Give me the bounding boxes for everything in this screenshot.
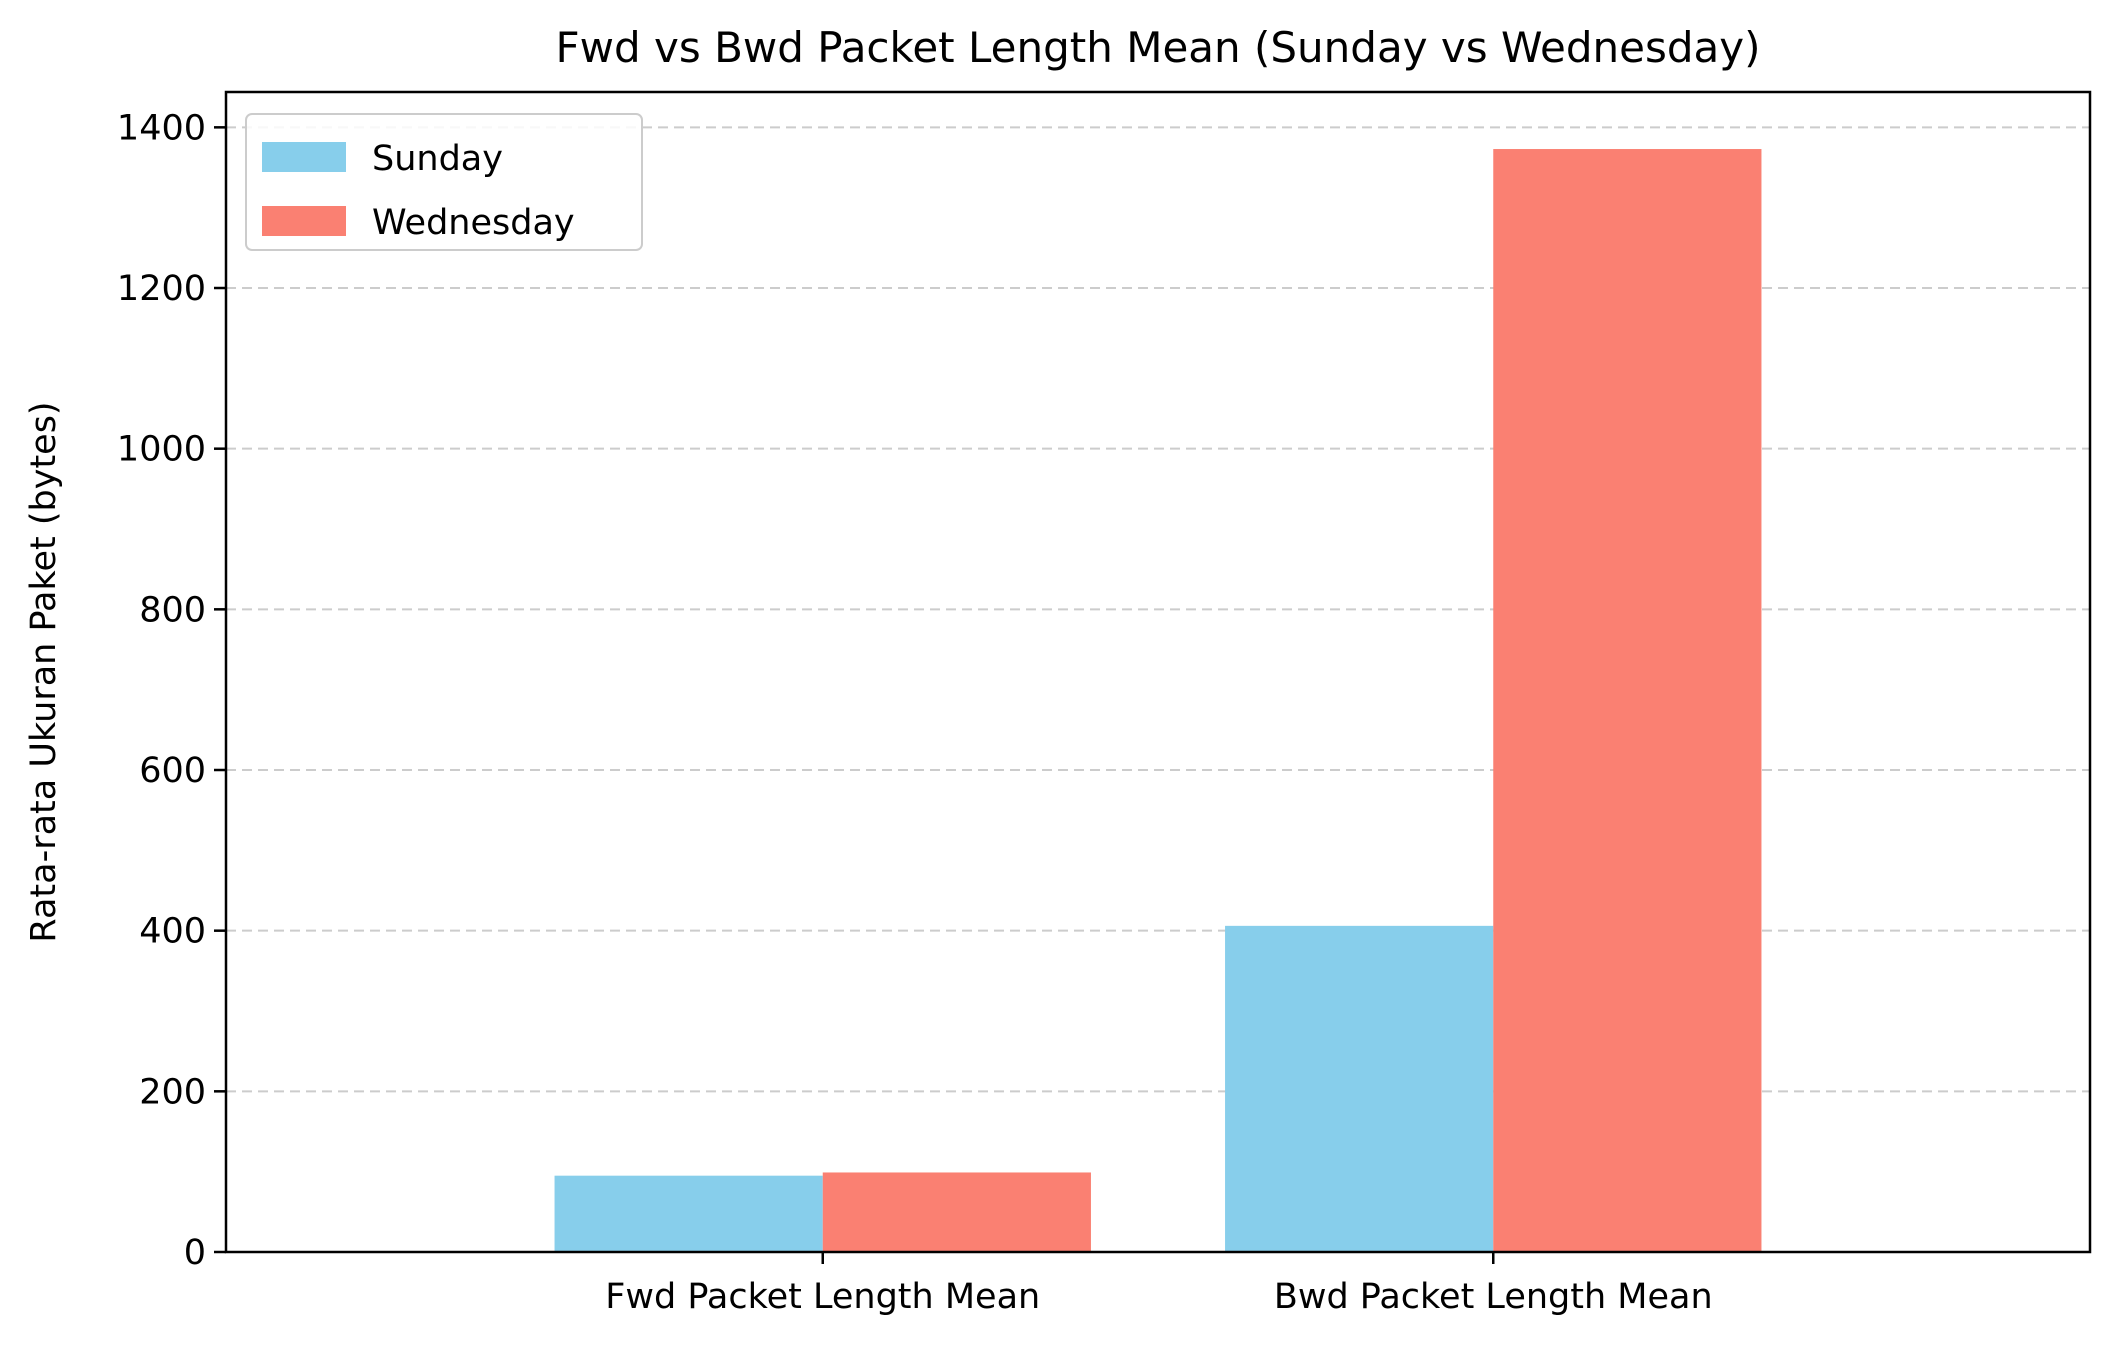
y-axis-ticks: 0 200 400 600 800 1000 1200 1400 bbox=[117, 108, 226, 1273]
x-axis-ticks: Fwd Packet Length Mean Bwd Packet Length … bbox=[605, 1252, 1713, 1317]
y-tick-label: 600 bbox=[139, 751, 206, 791]
bar-wednesday-bwd bbox=[1493, 149, 1762, 1252]
y-tick-label: 0 bbox=[184, 1233, 206, 1273]
y-tick-label: 1000 bbox=[117, 430, 206, 470]
legend-label-sunday: Sunday bbox=[372, 139, 503, 179]
legend-label-wednesday: Wednesday bbox=[372, 203, 575, 243]
bar-wednesday-fwd bbox=[822, 1172, 1091, 1252]
bar-sunday-bwd bbox=[1225, 925, 1494, 1252]
legend-swatch-wednesday bbox=[262, 206, 346, 236]
bar-sunday-fwd bbox=[554, 1175, 823, 1252]
bars bbox=[554, 149, 1762, 1252]
legend: Sunday Wednesday bbox=[245, 113, 643, 251]
legend-swatch-sunday bbox=[262, 142, 346, 172]
y-axis-label: Rata-rata Ukuran Paket (bytes) bbox=[24, 401, 64, 942]
y-tick-label: 1200 bbox=[117, 269, 206, 309]
y-tick-label: 400 bbox=[139, 912, 206, 952]
plot-frame bbox=[224, 90, 2092, 1254]
y-tick-label: 200 bbox=[139, 1072, 206, 1112]
y-tick-label: 800 bbox=[139, 590, 206, 630]
x-tick-label: Bwd Packet Length Mean bbox=[1274, 1277, 1713, 1317]
x-tick-label: Fwd Packet Length Mean bbox=[605, 1277, 1040, 1317]
y-tick-label: 1400 bbox=[117, 108, 206, 148]
grid-lines bbox=[226, 126, 2090, 1093]
chart-title: Fwd vs Bwd Packet Length Mean (Sunday vs… bbox=[555, 23, 1760, 72]
